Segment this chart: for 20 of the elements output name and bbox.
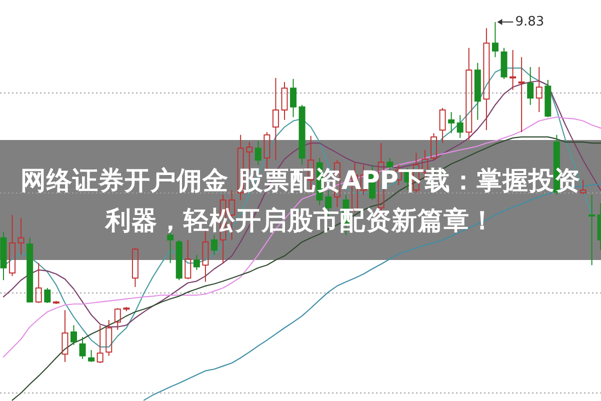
candlestick: [210, 234, 218, 256]
candlestick: [62, 310, 68, 362]
candlestick: [264, 132, 270, 170]
candlestick: [536, 66, 542, 113]
annotation: 9.83: [515, 14, 544, 30]
candlestick: [106, 320, 112, 356]
candlestick: [456, 114, 464, 138]
candlestick: [18, 218, 24, 256]
candlestick: [272, 77, 279, 161]
candlestick: [518, 56, 525, 133]
candlestick: [254, 140, 262, 166]
candlestick: [483, 28, 490, 131]
candlestick: [466, 47, 472, 140]
candlestick: [527, 66, 534, 106]
candlestick: [0, 232, 7, 281]
candlestick: [448, 112, 455, 134]
candlestick: [588, 194, 596, 266]
candlestick: [290, 78, 297, 118]
candlestick: [474, 62, 481, 120]
candlestick: [510, 49, 516, 90]
